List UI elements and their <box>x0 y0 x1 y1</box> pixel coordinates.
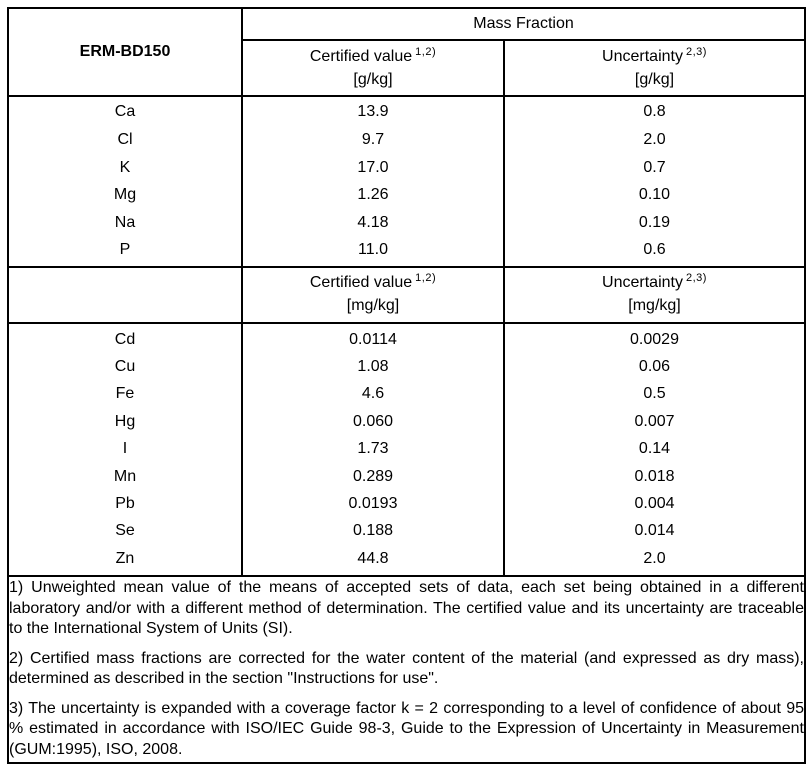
certified-value: 0.289 <box>352 467 394 485</box>
element-symbol: Cl <box>117 130 133 148</box>
certified-footnote-ref: 1,2) <box>415 45 437 58</box>
material-id-label: ERM-BD150 <box>79 43 171 60</box>
certified-value: 0.060 <box>352 412 394 430</box>
certified-value: 0.0193 <box>348 494 398 512</box>
mass-fraction-table: ERM-BD150 Mass Fraction Certified value 1… <box>7 7 806 765</box>
footnote-1: 1) Unweighted mean value of the means of… <box>9 579 804 638</box>
gkg-certified-column: 13.9 9.7 17.0 1.26 4.18 11.0 <box>241 95 505 268</box>
gkg-element-column: Ca Cl K Mg Na P <box>7 95 243 268</box>
uncertainty-footnote-ref: 2,3) <box>685 45 707 58</box>
certified-value: 44.8 <box>357 549 389 567</box>
mass-fraction-label: Mass Fraction <box>473 15 574 32</box>
uncertainty-value: 0.007 <box>634 412 675 430</box>
uncertainty-label: Uncertainty <box>602 274 683 292</box>
mgkg-uncertainty-column: 0.0029 0.06 0.5 0.007 0.14 0.018 0.004 0.014 2.0 <box>503 321 806 577</box>
uncertainty-value: 0.7 <box>643 158 666 176</box>
uncertainty-value: 2.0 <box>643 130 666 148</box>
uncertainty-value: 0.0029 <box>630 330 679 348</box>
element-symbol: I <box>122 440 128 458</box>
mass-fraction-header-cell: Mass Fraction <box>241 7 806 41</box>
element-symbol: Mg <box>113 186 137 204</box>
element-symbol: Pb <box>115 494 135 512</box>
certified-footnote-ref: 1,2) <box>415 272 437 285</box>
uncertainty-footnote-ref: 2,3) <box>685 272 707 285</box>
material-id-cell: ERM-BD150 <box>7 7 243 97</box>
element-symbol: K <box>119 158 131 176</box>
uncertainty-gkg-header-cell: Uncertainty 2,3) [g/kg] <box>503 39 806 97</box>
element-symbol: Hg <box>114 412 136 430</box>
element-symbol: Ca <box>114 103 136 121</box>
uncertainty-value: 0.014 <box>634 522 675 540</box>
certified-value: 17.0 <box>357 158 389 176</box>
uncertainty-label: Uncertainty <box>602 47 683 65</box>
mgkg-element-column: Cd Cu Fe Hg I Mn Pb Se Zn <box>7 321 243 577</box>
uncertainty-value: 0.14 <box>638 440 671 458</box>
certified-value: 4.6 <box>361 385 385 403</box>
uncertainty-unit-label: [g/kg] <box>634 70 675 88</box>
gkg-data-block: Ca Cl K Mg Na P 13.9 9.7 17.0 1.26 4.18 11.0 0.8 2.… <box>7 95 806 268</box>
mgkg-data-block: Cd Cu Fe Hg I Mn Pb Se Zn 0.0114 1.08 4.6 0.060 1.73… <box>7 321 806 577</box>
element-symbol: Zn <box>115 549 135 567</box>
certified-mgkg-header-cell: Certified value 1,2) [mg/kg] <box>241 265 505 324</box>
uncertainty-value: 0.004 <box>634 494 675 512</box>
footnote-3: 3) The uncertainty is expanded with a co… <box>9 699 804 758</box>
uncertainty-value: 0.6 <box>643 241 666 259</box>
certified-value-label: Certified value <box>309 274 413 292</box>
certified-gkg-header-cell: Certified value 1,2) [g/kg] <box>241 39 505 97</box>
mgkg-certified-column: 0.0114 1.08 4.6 0.060 1.73 0.289 0.0193 0.188 44… <box>241 321 505 577</box>
certified-value: 1.26 <box>357 186 389 204</box>
uncertainty-value: 0.10 <box>638 186 671 204</box>
certified-value: 11.0 <box>358 241 388 259</box>
element-symbol: Fe <box>115 385 135 403</box>
certified-value: 9.7 <box>361 130 385 148</box>
certified-value: 1.73 <box>357 440 389 458</box>
uncertainty-value: 2.0 <box>643 549 666 567</box>
footnotes-cell: 1) Unweighted mean value of the means of… <box>7 574 806 765</box>
uncertainty-value: 0.06 <box>638 357 671 375</box>
certified-unit-label: [mg/kg] <box>346 297 400 315</box>
footnote-2: 2) Certified mass fractions are correcte… <box>9 649 804 688</box>
uncertainty-mgkg-header-cell: Uncertainty 2,3) [mg/kg] <box>503 265 806 324</box>
uncertainty-value: 0.018 <box>634 467 675 485</box>
mgkg-header-spacer-cell <box>7 265 243 324</box>
element-symbol: Cd <box>114 330 136 348</box>
certified-value: 13.9 <box>357 103 389 121</box>
uncertainty-value: 0.5 <box>643 385 666 403</box>
gkg-uncertainty-column: 0.8 2.0 0.7 0.10 0.19 0.6 <box>503 95 806 268</box>
element-symbol: Mn <box>113 467 137 485</box>
uncertainty-value: 0.19 <box>638 213 671 231</box>
certified-value: 0.0114 <box>349 330 397 348</box>
certified-value: 1.08 <box>357 357 389 375</box>
uncertainty-value: 0.8 <box>643 103 666 121</box>
uncertainty-unit-label: [mg/kg] <box>628 297 681 315</box>
element-symbol: Se <box>115 522 135 540</box>
certified-value: 4.18 <box>357 213 389 231</box>
element-symbol: P <box>119 241 131 259</box>
certified-unit-label: [g/kg] <box>353 70 393 88</box>
element-symbol: Na <box>114 213 136 231</box>
certified-value-label: Certified value <box>309 47 413 65</box>
certified-value: 0.188 <box>352 522 394 540</box>
element-symbol: Cu <box>114 357 136 375</box>
